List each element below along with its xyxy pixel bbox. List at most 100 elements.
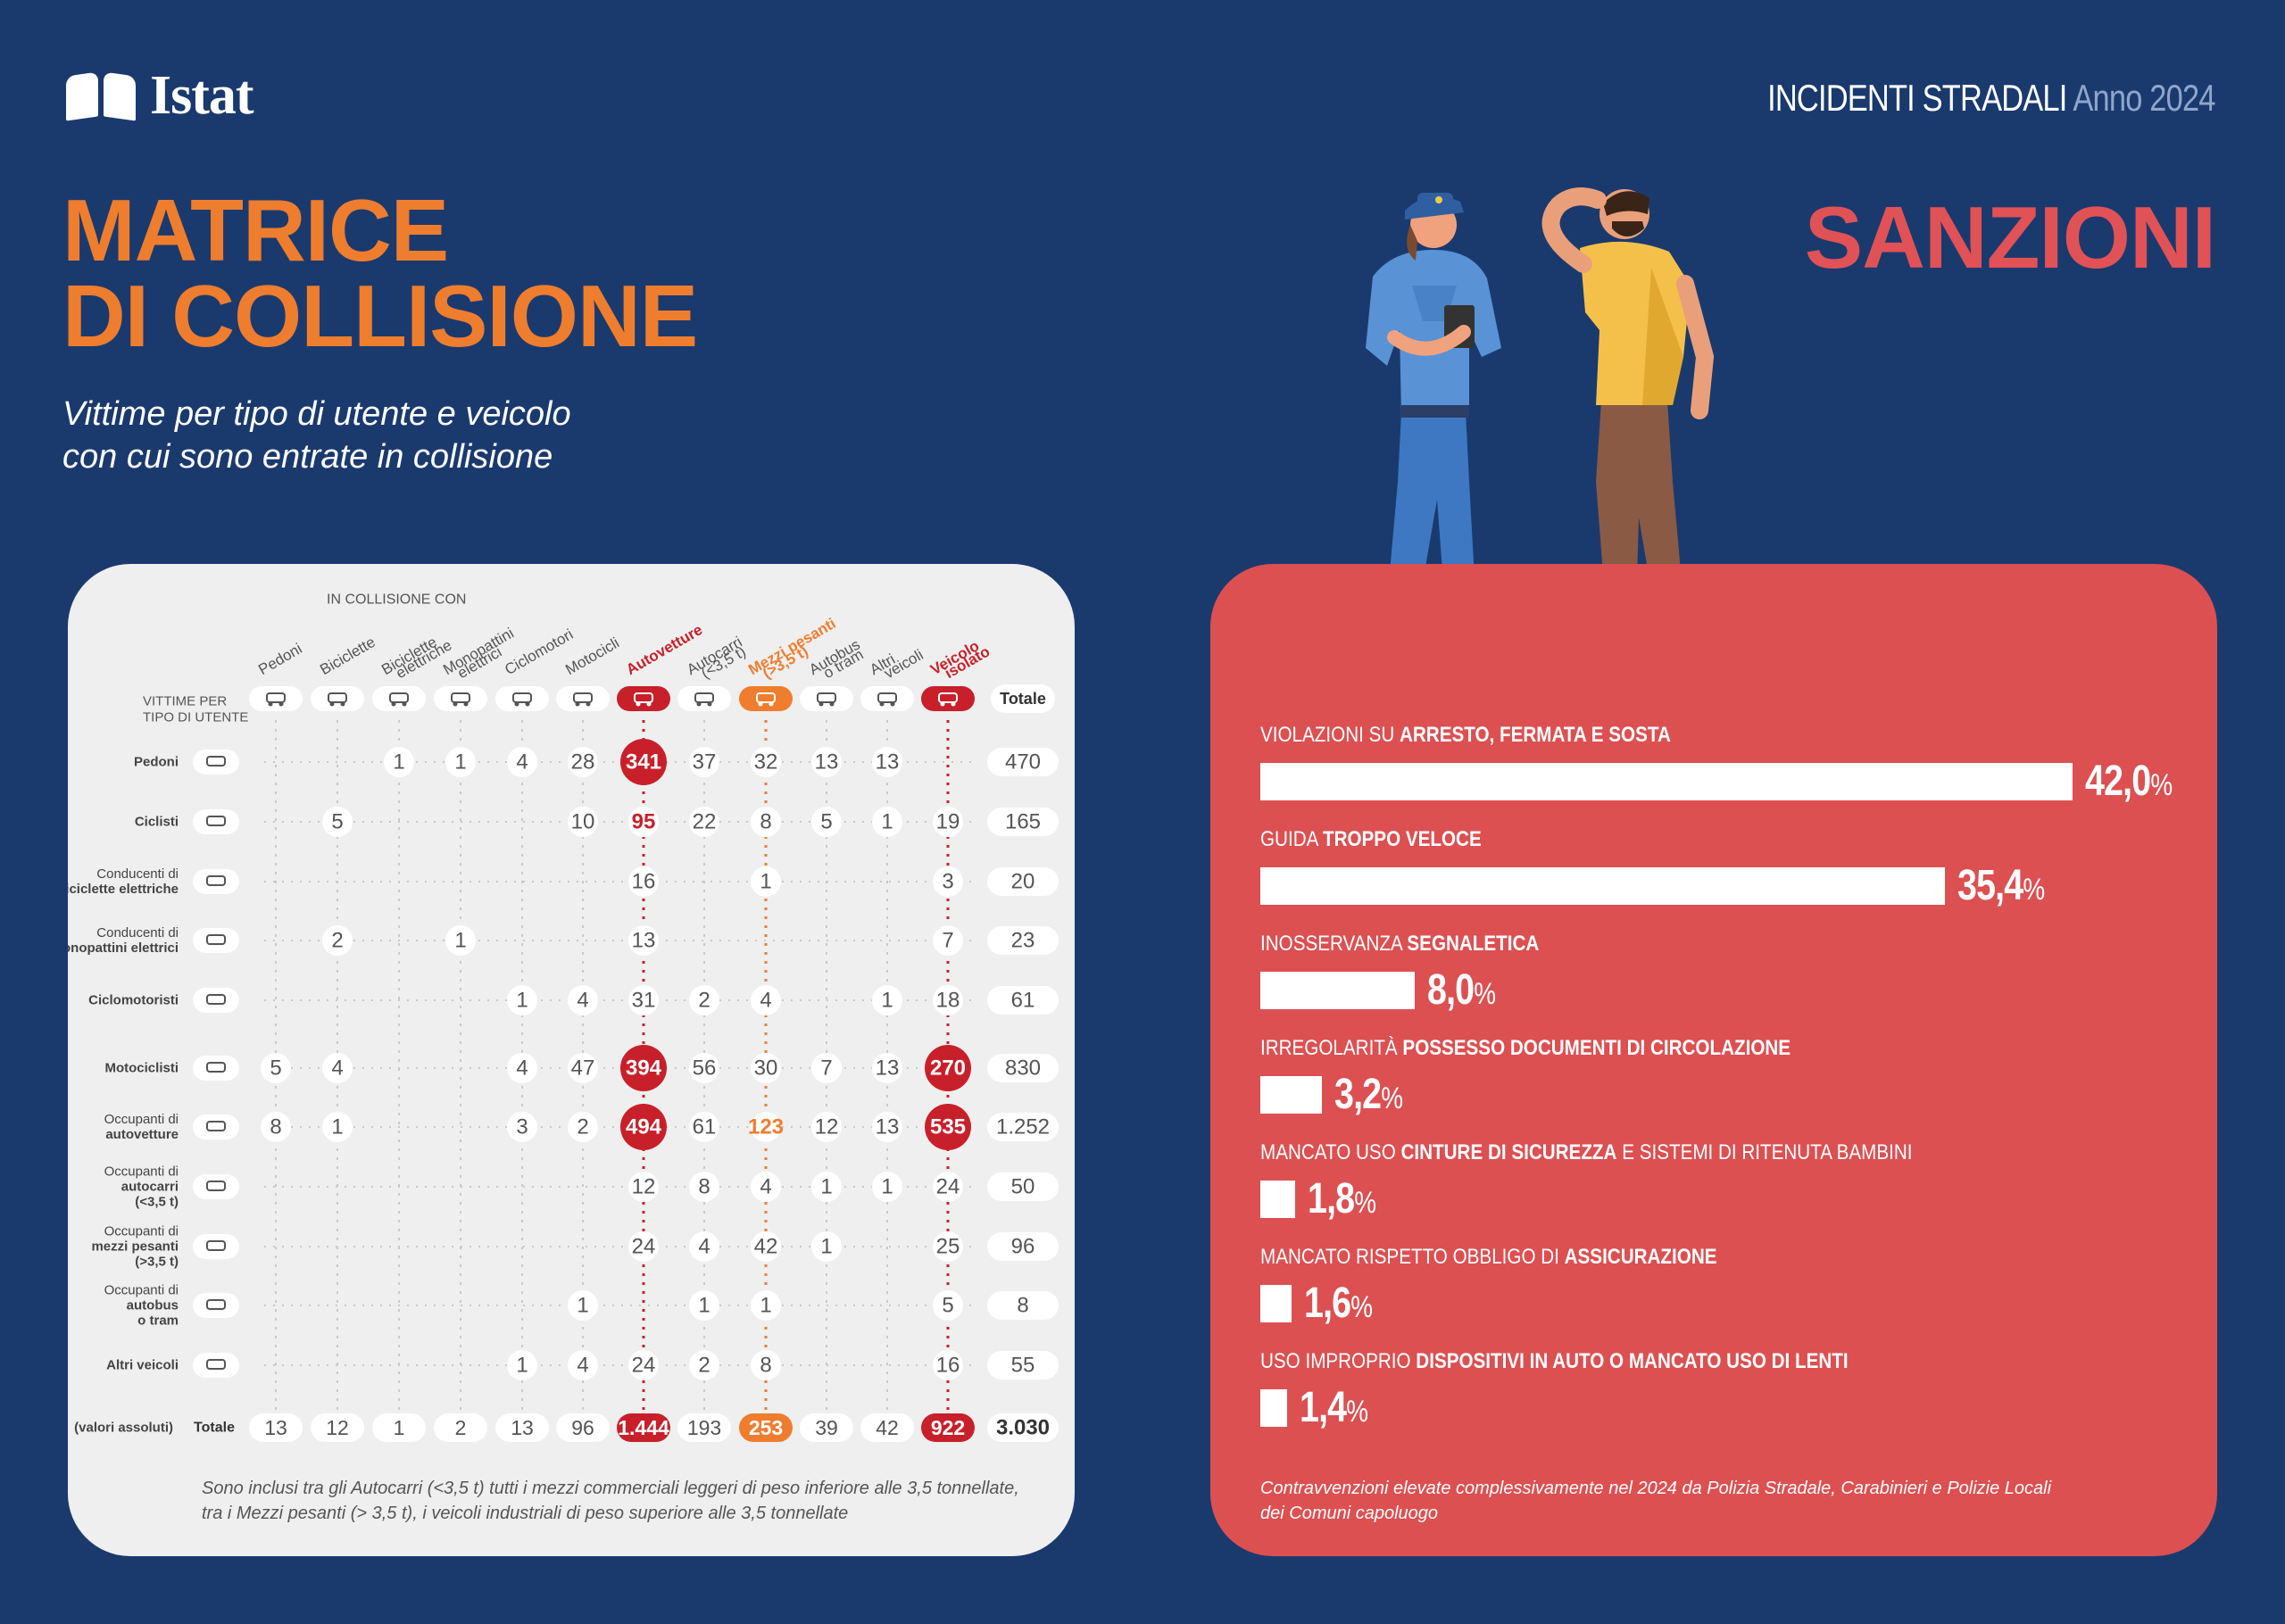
matrix-cell-value: 1 [393,750,404,775]
other-vehicle-icon-glyph [877,692,897,703]
matrix-cell-value: 5 [942,1294,953,1318]
row-label: Occupanti di [104,1224,179,1239]
matrix-footnote: Sono inclusi tra gli Autocarri (<3,5 t) … [202,1476,1019,1526]
matrix-cell-marker [689,1231,719,1262]
van-icon-glyph [694,692,714,703]
in-collisione-label: IN COLLISIONE CON [327,592,466,608]
matrix-cell-value: 2 [577,1115,588,1139]
sanzione-value-unit: % [2023,873,2045,907]
sanzione-bar-line: 1,6% [1260,1279,1791,1328]
matrix-cell-marker [384,747,414,777]
sanzione-value: 42,0% [2085,757,2173,806]
other-vehicle-icon [860,686,914,711]
car-icon-wheel [636,701,641,707]
matrix-cell-marker [628,1172,659,1202]
sanzione-bar [1260,1284,1292,1322]
other-vehicle-icon-glyph [206,1359,226,1370]
column-total-value: 193 [687,1416,721,1439]
matrix-cell-marker [811,1053,842,1083]
matrix-cell-marker [568,807,598,837]
column-total-value: 253 [749,1416,783,1439]
matrix-cell-value: 4 [331,1056,343,1081]
bicycle-icon [193,809,239,834]
matrix-cell-value: 42 [754,1235,778,1259]
matrix-cell-marker [751,807,781,837]
matrix-cell-value: 5 [331,810,343,834]
matrix-cell-marker [933,1172,963,1202]
sanzione-label-pre: IRREGOLARITÀ [1260,1036,1403,1060]
sanzione-bar [1260,971,1416,1009]
matrix-cell-marker [689,807,719,837]
car-icon-wheel [646,701,652,707]
matrix-cell-value: 13 [632,929,656,953]
sanzione-bar [1260,1180,1295,1218]
matrix-cell-value: 394 [626,1056,662,1081]
car-icon-glyph [206,1121,226,1131]
matrix-cell-marker [445,925,476,956]
grand-total-pill [987,1413,1059,1442]
total-row-note: (valori assoluti) [74,1421,173,1436]
matrix-cell-marker [507,1053,537,1083]
matrix-cell-value: 32 [754,750,778,775]
matrix-cell-value: 56 [693,1056,717,1081]
matrix-cell-value: 1 [820,1235,832,1259]
matrix-cell-value: 1 [760,870,771,894]
matrix-title: MATRICE DI COLLISIONE [62,186,698,365]
pedestrian-icon-wheel [268,701,273,707]
motorcycle-icon-wheel [586,701,591,707]
row-label: (<3,5 t) [135,1195,179,1210]
van-icon-wheel [707,701,712,707]
scooter-icon-wheel [453,701,458,707]
row-total-value: 50 [1011,1175,1035,1199]
sanzione-bar-line: 1,4% [1260,1383,1944,1432]
matrix-cell-value: 1 [454,750,466,775]
column-total-pill [677,1413,731,1442]
matrix-title-line2: DI COLLISIONE [62,267,698,365]
sanzione-label: VIOLAZIONI SU ARRESTO, FERMATA E SOSTA [1260,723,2061,748]
matrix-cell-marker [689,747,719,777]
sanzione-label: INOSSERVANZA SEGNALETICA [1260,932,1539,957]
matrix-cell-marker [933,1290,963,1321]
column-total-pill [249,1413,303,1442]
row-total-value: 1.252 [996,1115,1050,1139]
matrix-cell-value: 24 [936,1175,960,1199]
matrix-cell-marker [751,747,781,777]
truck-icon [739,686,793,711]
matrix-cell-value: 1 [881,989,893,1013]
row-total-value: 165 [1005,810,1041,834]
matrix-cell-value: 19 [936,810,960,834]
column-total-value: 39 [815,1416,838,1439]
sanzione-value-number: 42,0 [2085,758,2151,805]
matrix-cell-value: 4 [760,989,771,1013]
matrix-cell-marker [507,747,537,777]
matrix-cell-marker [811,1231,842,1262]
other-vehicle-icon-wheel [879,701,885,707]
matrix-cell-marker [925,1104,971,1150]
matrix-cell-value: 4 [760,1175,771,1199]
sanzione-value: 1,4% [1300,1383,1368,1432]
matrix-cell-value: 2 [698,1354,710,1378]
matrix-cell-value: 24 [632,1235,656,1259]
road-icon-wheel [940,701,945,707]
matrix-cell-value: 8 [270,1115,281,1139]
matrix-cell-marker [628,985,659,1015]
sanzione-bar-line: 42,0% [1260,757,2191,806]
sanzione-value: 1,8% [1308,1174,1376,1223]
matrix-cell-value: 270 [930,1056,966,1081]
matrix-cell-marker [811,1112,842,1142]
matrix-cell-value: 28 [571,750,595,775]
matrix-cell-marker [872,985,902,1015]
matrix-cell-value: 37 [693,750,717,775]
road-icon-glyph [938,692,958,703]
motorcycle-icon-glyph [206,1062,226,1073]
column-total-pill [800,1413,853,1442]
motorcycle-icon [193,1056,239,1081]
sanzione-value: 1,6% [1304,1279,1373,1328]
sanzione-bar [1260,762,2073,800]
matrix-cell-value: 5 [270,1056,281,1081]
matrix-cell-marker [925,1045,971,1091]
sanzione-bar [1260,1388,1288,1427]
matrix-cell-value: 8 [760,1354,771,1378]
sanzione-row: VIOLAZIONI SU ARRESTO, FERMATA E SOSTA 42… [1260,723,2191,806]
